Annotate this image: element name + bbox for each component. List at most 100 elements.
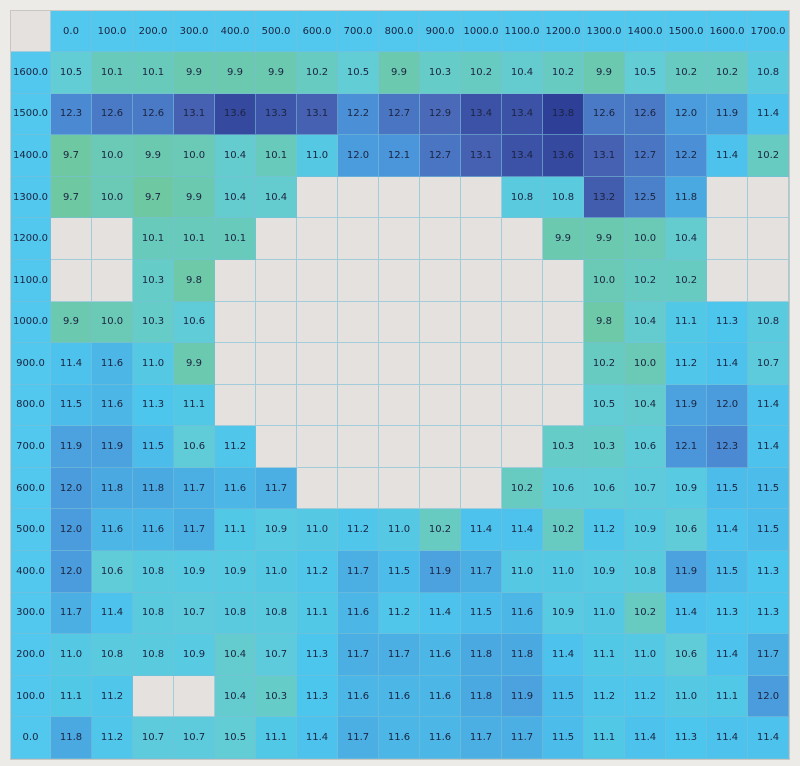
empty-cell bbox=[420, 301, 461, 344]
empty-cell bbox=[297, 426, 338, 468]
empty-cell bbox=[420, 343, 461, 385]
value-cell: 9.7 bbox=[133, 176, 174, 219]
value-cell: 11.1 bbox=[297, 592, 338, 635]
empty-cell bbox=[420, 176, 461, 219]
value-cell: 11.4 bbox=[420, 592, 461, 635]
row-header: 600.0 bbox=[11, 467, 51, 510]
value-cell: 10.7 bbox=[133, 717, 174, 759]
empty-cell bbox=[543, 384, 584, 427]
empty-cell bbox=[256, 343, 297, 385]
empty-cell bbox=[379, 384, 420, 427]
value-cell: 13.3 bbox=[256, 93, 297, 136]
column-header: 100.0 bbox=[92, 11, 133, 52]
value-cell: 10.7 bbox=[174, 717, 215, 759]
row-header: 900.0 bbox=[11, 343, 51, 385]
value-cell: 9.9 bbox=[543, 218, 584, 260]
value-cell: 12.0 bbox=[51, 509, 92, 552]
empty-cell bbox=[502, 426, 543, 468]
value-cell: 11.8 bbox=[92, 467, 133, 510]
row-header: 500.0 bbox=[11, 509, 51, 552]
empty-cell bbox=[215, 259, 256, 302]
column-header: 1200.0 bbox=[543, 11, 584, 52]
value-cell: 10.6 bbox=[625, 426, 666, 468]
empty-cell bbox=[379, 218, 420, 260]
row-header: 400.0 bbox=[11, 551, 51, 593]
empty-cell bbox=[461, 467, 502, 510]
value-cell: 10.4 bbox=[215, 675, 256, 718]
value-cell: 11.5 bbox=[748, 509, 789, 552]
column-header: 400.0 bbox=[215, 11, 256, 52]
value-cell: 11.5 bbox=[543, 675, 584, 718]
value-cell: 11.6 bbox=[420, 675, 461, 718]
value-cell: 10.1 bbox=[256, 135, 297, 177]
value-cell: 11.1 bbox=[707, 675, 748, 718]
value-cell: 11.3 bbox=[666, 717, 707, 759]
row-header: 1600.0 bbox=[11, 52, 51, 94]
value-cell: 11.9 bbox=[707, 93, 748, 136]
value-cell: 10.3 bbox=[133, 259, 174, 302]
value-cell: 10.6 bbox=[666, 509, 707, 552]
value-cell: 12.2 bbox=[666, 135, 707, 177]
column-header: 900.0 bbox=[420, 11, 461, 52]
value-cell: 11.1 bbox=[215, 509, 256, 552]
value-cell: 11.9 bbox=[666, 551, 707, 593]
value-cell: 10.8 bbox=[133, 592, 174, 635]
empty-cell bbox=[92, 218, 133, 260]
value-cell: 11.2 bbox=[92, 675, 133, 718]
value-cell: 10.4 bbox=[256, 176, 297, 219]
value-cell: 11.4 bbox=[543, 634, 584, 676]
value-cell: 10.0 bbox=[92, 301, 133, 344]
value-cell: 11.0 bbox=[133, 343, 174, 385]
value-cell: 10.9 bbox=[256, 509, 297, 552]
value-cell: 10.5 bbox=[215, 717, 256, 759]
value-cell: 13.6 bbox=[543, 135, 584, 177]
empty-cell bbox=[379, 176, 420, 219]
value-cell: 10.0 bbox=[174, 135, 215, 177]
value-cell: 9.7 bbox=[51, 176, 92, 219]
value-cell: 11.4 bbox=[707, 343, 748, 385]
value-cell: 10.6 bbox=[174, 426, 215, 468]
empty-cell bbox=[297, 176, 338, 219]
value-cell: 11.7 bbox=[461, 717, 502, 759]
value-cell: 12.0 bbox=[666, 93, 707, 136]
value-cell: 11.6 bbox=[502, 592, 543, 635]
value-cell: 11.0 bbox=[584, 592, 625, 635]
empty-cell bbox=[297, 301, 338, 344]
empty-cell bbox=[420, 467, 461, 510]
empty-cell bbox=[256, 301, 297, 344]
empty-cell bbox=[256, 384, 297, 427]
value-cell: 10.8 bbox=[133, 634, 174, 676]
value-cell: 10.7 bbox=[174, 592, 215, 635]
value-cell: 11.4 bbox=[748, 384, 789, 427]
value-cell: 9.7 bbox=[51, 135, 92, 177]
value-cell: 10.1 bbox=[174, 218, 215, 260]
value-cell: 10.2 bbox=[666, 52, 707, 94]
value-cell: 12.0 bbox=[51, 467, 92, 510]
empty-cell bbox=[215, 301, 256, 344]
value-cell: 11.0 bbox=[502, 551, 543, 593]
value-cell: 11.3 bbox=[707, 301, 748, 344]
value-cell: 11.3 bbox=[297, 634, 338, 676]
empty-cell bbox=[174, 675, 215, 718]
value-cell: 10.1 bbox=[133, 218, 174, 260]
value-cell: 10.6 bbox=[584, 467, 625, 510]
value-cell: 11.1 bbox=[174, 384, 215, 427]
value-cell: 13.1 bbox=[297, 93, 338, 136]
value-cell: 11.7 bbox=[338, 634, 379, 676]
value-cell: 13.4 bbox=[502, 135, 543, 177]
column-header: 1000.0 bbox=[461, 11, 502, 52]
value-cell: 9.8 bbox=[174, 259, 215, 302]
empty-cell bbox=[420, 426, 461, 468]
value-cell: 11.6 bbox=[92, 384, 133, 427]
value-cell: 12.9 bbox=[420, 93, 461, 136]
empty-cell bbox=[707, 259, 748, 302]
value-cell: 11.1 bbox=[51, 675, 92, 718]
value-cell: 11.8 bbox=[461, 675, 502, 718]
empty-cell bbox=[338, 218, 379, 260]
value-cell: 12.6 bbox=[625, 93, 666, 136]
value-cell: 10.0 bbox=[92, 135, 133, 177]
value-cell: 11.9 bbox=[666, 384, 707, 427]
value-cell: 13.1 bbox=[174, 93, 215, 136]
value-cell: 10.6 bbox=[666, 634, 707, 676]
value-cell: 12.1 bbox=[379, 135, 420, 177]
